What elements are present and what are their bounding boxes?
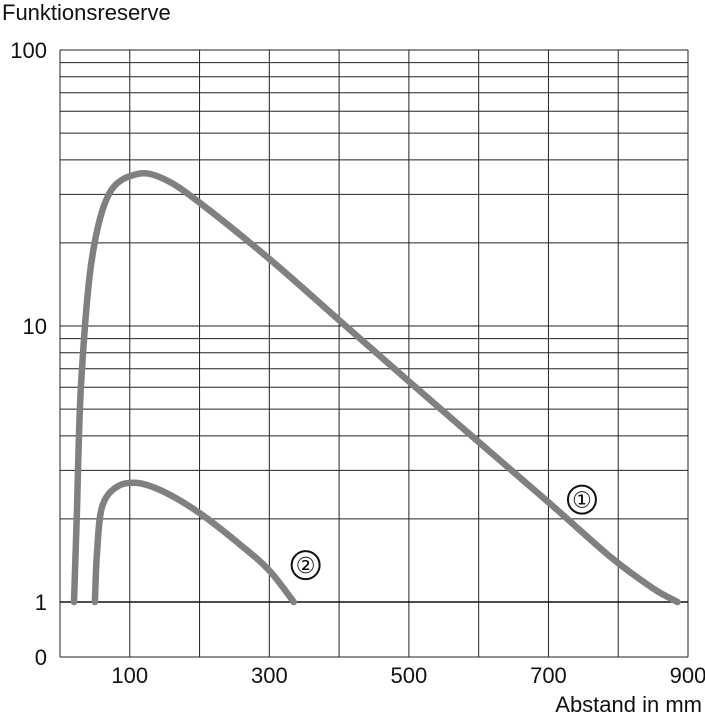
- x-tick-label: 900: [670, 663, 705, 688]
- y-tick-label: 100: [10, 38, 47, 63]
- x-axis-label: Abstand in mm: [555, 692, 702, 717]
- series-line-2: [91, 479, 298, 606]
- series-line-1: [70, 169, 681, 606]
- grid: [59, 49, 689, 658]
- y-tick-label: 10: [23, 314, 47, 339]
- curve-labels: ①②: [290, 484, 597, 581]
- curves: [70, 169, 681, 606]
- y-tick-label-zero: 0: [35, 645, 47, 670]
- x-tick-label: 700: [530, 663, 567, 688]
- y-tick-label: 1: [35, 590, 47, 615]
- x-tick-label: 500: [391, 663, 428, 688]
- x-tick-label: 100: [111, 663, 148, 688]
- y-axis-label: Funktionsreserve: [2, 0, 171, 25]
- series-label-1: ①: [572, 488, 592, 513]
- series-label-2: ②: [296, 553, 316, 578]
- series-label-circle-1: [566, 484, 597, 515]
- series-label-circle-2: [290, 550, 321, 581]
- x-tick-label: 300: [251, 663, 288, 688]
